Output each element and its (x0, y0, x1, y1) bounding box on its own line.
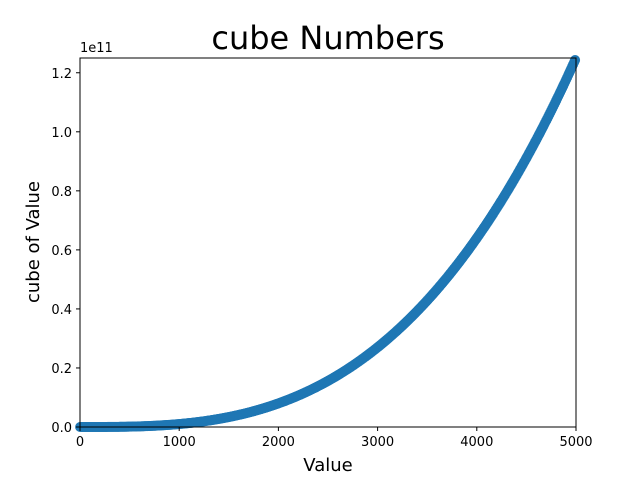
x-axis-label: Value (303, 455, 352, 476)
y-tick-label: 0.6 (51, 244, 72, 259)
plot-frame (79, 57, 577, 428)
data-point (570, 54, 581, 65)
x-tick-label: 4000 (460, 435, 493, 450)
series-cube-values (75, 54, 581, 432)
x-axis: 0 1000 2000 3000 4000 5000 (76, 427, 593, 450)
x-tick-label: 0 (76, 435, 84, 450)
y-axis: 0.0 0.2 0.4 0.6 0.8 1.0 1.2 (51, 67, 80, 436)
y-tick-label: 1.2 (51, 67, 72, 82)
chart-title: cube Numbers (211, 19, 444, 57)
y-tick-label: 0.2 (51, 362, 72, 377)
y-axis-offset-label: 1e11 (80, 41, 113, 56)
y-tick-label: 0.0 (51, 421, 72, 436)
y-axis-label: cube of Value (23, 181, 44, 303)
x-tick-label: 1000 (163, 435, 196, 450)
y-tick-label: 0.8 (51, 185, 72, 200)
x-tick-label: 5000 (559, 435, 592, 450)
y-tick-label: 1.0 (51, 126, 72, 141)
x-tick-label: 3000 (361, 435, 394, 450)
y-tick-label: 0.4 (51, 303, 72, 318)
plot-area (80, 58, 576, 427)
x-tick-label: 2000 (262, 435, 295, 450)
